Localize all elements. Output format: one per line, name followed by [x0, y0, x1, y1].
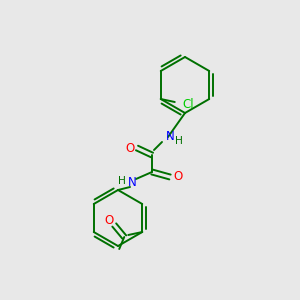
Text: H: H — [118, 176, 126, 186]
Text: O: O — [173, 170, 183, 184]
Text: O: O — [125, 142, 135, 154]
Text: N: N — [166, 130, 174, 143]
Text: Cl: Cl — [183, 98, 194, 110]
Text: N: N — [128, 176, 136, 188]
Text: H: H — [175, 136, 183, 146]
Text: O: O — [105, 214, 114, 226]
